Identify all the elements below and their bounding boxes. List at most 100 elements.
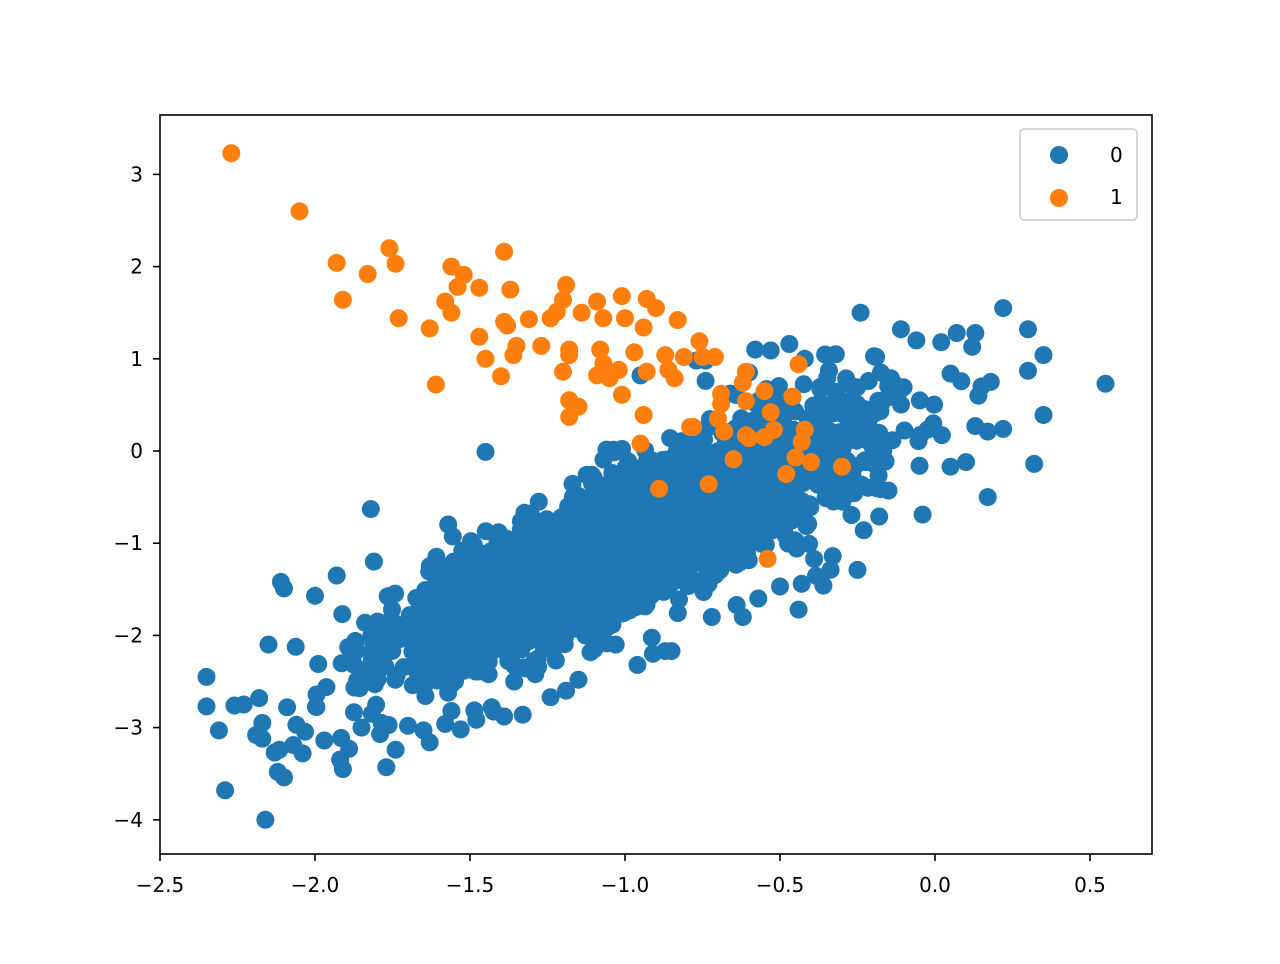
- data-point: [569, 670, 588, 689]
- data-point: [867, 348, 886, 366]
- data-point: [554, 290, 572, 309]
- data-point: [736, 392, 755, 411]
- data-point: [476, 442, 495, 461]
- data-point: [662, 642, 681, 661]
- data-point: [712, 395, 731, 413]
- data-point: [492, 367, 510, 386]
- data-point: [715, 422, 734, 441]
- x-tick-label: 0.5: [1074, 873, 1106, 897]
- data-point: [634, 318, 653, 337]
- legend-marker-0: [1050, 146, 1068, 164]
- data-point: [1096, 374, 1115, 393]
- data-point: [442, 303, 461, 322]
- plot-area: [197, 144, 1115, 829]
- data-point: [352, 718, 371, 737]
- legend-marker-1: [1050, 189, 1068, 207]
- y-tick-label: 1: [130, 347, 143, 371]
- data-point: [470, 327, 489, 346]
- data-point: [941, 364, 960, 383]
- data-point: [532, 336, 551, 355]
- data-point: [222, 144, 241, 163]
- data-point: [259, 635, 278, 654]
- data-point: [780, 335, 799, 353]
- data-point: [327, 253, 346, 272]
- x-tick-label: −2.0: [291, 873, 340, 897]
- data-point: [333, 760, 352, 779]
- data-point: [826, 345, 845, 364]
- data-point: [476, 349, 495, 368]
- data-point: [399, 716, 417, 735]
- data-point: [560, 346, 579, 365]
- data-point: [733, 608, 752, 626]
- data-point: [588, 292, 607, 311]
- data-point: [442, 702, 461, 720]
- data-point: [275, 768, 293, 787]
- data-point: [789, 600, 808, 619]
- data-point: [1019, 320, 1037, 339]
- data-point: [736, 362, 755, 381]
- data-point: [777, 465, 796, 484]
- data-point: [786, 448, 805, 467]
- data-point: [805, 549, 824, 568]
- y-axis: 3 2 1 0 −1 −2 −3 −4: [114, 162, 160, 832]
- data-point: [197, 667, 216, 686]
- data-point: [740, 429, 758, 448]
- data-point: [315, 731, 334, 750]
- data-point: [854, 521, 873, 540]
- data-point: [966, 417, 985, 436]
- x-tick-label: −0.5: [756, 873, 805, 897]
- data-point: [253, 729, 272, 748]
- data-point: [833, 457, 851, 476]
- data-point: [216, 781, 235, 800]
- data-point: [913, 505, 932, 524]
- data-point: [969, 386, 988, 405]
- y-tick-label: −2: [114, 623, 143, 647]
- y-tick-label: 3: [130, 162, 143, 186]
- data-point: [848, 560, 867, 579]
- y-tick-label: −3: [114, 716, 143, 740]
- data-point: [386, 254, 405, 273]
- data-point: [910, 456, 929, 475]
- data-point: [541, 688, 560, 707]
- data-point: [361, 500, 380, 519]
- data-point: [513, 705, 532, 724]
- data-point: [1034, 346, 1053, 365]
- data-point: [501, 280, 520, 299]
- data-point: [851, 303, 870, 322]
- data-point: [634, 406, 653, 424]
- data-point: [420, 733, 439, 752]
- data-point: [702, 608, 721, 626]
- data-point: [498, 316, 517, 335]
- data-point: [947, 324, 966, 342]
- data-point: [557, 681, 576, 700]
- data-point: [250, 689, 269, 708]
- data-point: [554, 362, 572, 381]
- data-point: [275, 579, 293, 598]
- data-point: [572, 303, 591, 322]
- x-tick-label: 0.0: [919, 873, 951, 897]
- data-point: [594, 309, 613, 328]
- data-point: [560, 407, 579, 426]
- data-point: [724, 450, 743, 469]
- data-point: [963, 337, 982, 356]
- data-point: [705, 348, 724, 366]
- axes-frame: [159, 114, 1153, 855]
- x-tick-label: −1.0: [601, 873, 650, 897]
- data-point: [495, 242, 514, 261]
- data-point: [364, 552, 383, 571]
- y-tick-label: 2: [130, 255, 143, 279]
- data-point: [749, 589, 768, 608]
- legend: 0 1: [1019, 128, 1138, 221]
- data-point: [256, 810, 275, 829]
- data-point: [879, 481, 898, 500]
- data-point: [755, 382, 774, 401]
- data-point: [674, 348, 693, 366]
- data-point: [557, 276, 576, 294]
- data-point: [792, 574, 811, 593]
- series-1: [222, 144, 851, 568]
- data-point: [789, 355, 808, 374]
- data-point: [504, 346, 523, 365]
- y-tick-label: −4: [114, 808, 143, 832]
- data-point: [340, 739, 359, 758]
